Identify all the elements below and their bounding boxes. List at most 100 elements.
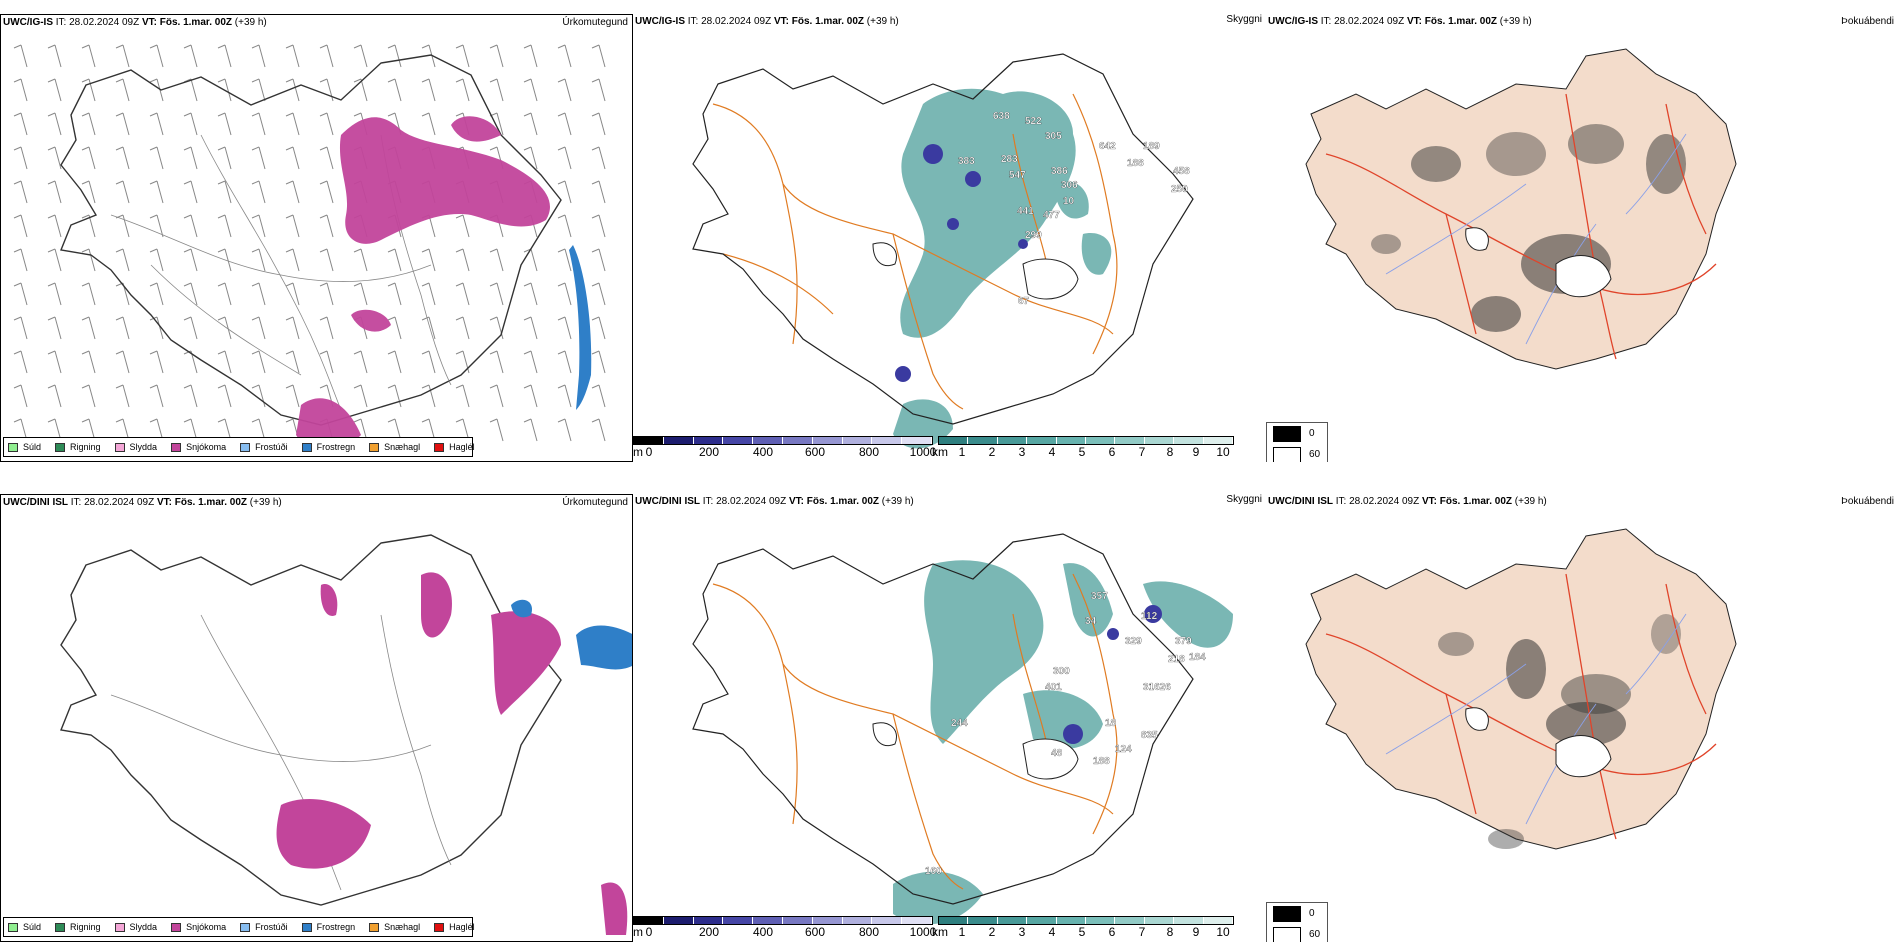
- wind-barb: [285, 180, 300, 204]
- cloud-label: 48: [1051, 748, 1063, 759]
- cloud-label: 124: [1115, 744, 1132, 755]
- panel-header: UWC/DINI ISL IT: 28.02.2024 09Z VT: Fös.…: [1268, 496, 1547, 507]
- wind-barb: [523, 146, 538, 170]
- wind-barb: [285, 350, 300, 374]
- wind-barb: [421, 350, 436, 374]
- wind-barb: [319, 112, 334, 136]
- legend-item: Snjókoma: [171, 922, 226, 932]
- wind-barb: [81, 112, 96, 136]
- glacier-outline: [872, 722, 897, 747]
- wind-barb: [149, 44, 164, 68]
- visibility-tick: 5: [1078, 445, 1086, 459]
- visibility-tick: 9: [1192, 445, 1200, 459]
- wind-barb: [47, 282, 62, 306]
- wind-barb: [115, 214, 130, 238]
- wind-barb: [387, 44, 402, 68]
- wind-barb: [557, 146, 572, 170]
- wind-barb: [251, 146, 266, 170]
- init-time: 28.02.2024 09Z: [84, 497, 155, 508]
- wind-barb: [591, 112, 606, 136]
- glacier-outline: [1022, 258, 1079, 300]
- wind-barb: [489, 350, 504, 374]
- visibility-tick: 4: [1048, 445, 1056, 459]
- wind-barb: [217, 180, 232, 204]
- cloudbase-colorbar: m 0 200 400 600 800 1000: [633, 916, 936, 942]
- wind-barb: [387, 384, 402, 408]
- wind-barb: [489, 316, 504, 340]
- wind-barb: [217, 146, 232, 170]
- cloudbase-tick: 1000: [909, 445, 937, 459]
- wind-barb: [13, 180, 28, 204]
- wind-barb: [251, 44, 266, 68]
- cloud-label: 401: [1045, 682, 1062, 693]
- precip-type-panel-row1: UWC/IG-IS IT: 28.02.2024 09Z VT: Fös. 1.…: [0, 14, 633, 462]
- wind-barb: [489, 78, 504, 102]
- wind-barb: [455, 248, 470, 272]
- wind-barb: [285, 146, 300, 170]
- cloud-label: 160: [925, 866, 942, 877]
- legend-item: Frostúði: [240, 922, 288, 932]
- wind-barb: [183, 214, 198, 238]
- wind-barb: [47, 214, 62, 238]
- panel-title: Þokuábendi: [1841, 16, 1894, 27]
- wind-barb: [489, 418, 504, 442]
- snow-area: [276, 572, 628, 935]
- wind-barb: [319, 44, 334, 68]
- visibility-tick: 8: [1166, 445, 1174, 459]
- panel-header: UWC/DINI ISL IT: 28.02.2024 09Z VT: Fös.…: [635, 496, 914, 507]
- wind-barb: [149, 350, 164, 374]
- wind-barb: [47, 248, 62, 272]
- legend-item: Frostregn: [301, 442, 355, 452]
- cloud-label: 379: [1175, 636, 1192, 647]
- wind-barb: [81, 350, 96, 374]
- wind-barb: [421, 316, 436, 340]
- wind-barb: [47, 44, 62, 68]
- visibility-tick: 10: [1216, 445, 1230, 459]
- wind-barb: [353, 350, 368, 374]
- wind-barb: [591, 180, 606, 204]
- wind-barb: [591, 248, 606, 272]
- cloud-label: 189: [1143, 141, 1160, 152]
- wind-barb: [47, 180, 62, 204]
- wind-barb: [557, 316, 572, 340]
- glacier-outline: [1465, 707, 1612, 778]
- wind-barb: [217, 282, 232, 306]
- wind-barb: [81, 146, 96, 170]
- wind-barb: [591, 214, 606, 238]
- fog-legend: 0 60: [1266, 902, 1328, 942]
- cloud-label: 300: [1053, 666, 1070, 677]
- wind-barb: [183, 384, 198, 408]
- cloudbase-tick: 600: [804, 445, 826, 459]
- wind-barb: [149, 384, 164, 408]
- wind-barb: [251, 112, 266, 136]
- visibility-panel-row1: UWC/IG-IS IT: 28.02.2024 09Z VT: Fös. 1.…: [633, 14, 1266, 462]
- legend-item: Frostregn: [301, 922, 355, 932]
- wind-barb: [421, 78, 436, 102]
- cloudbase-tick: 400: [752, 445, 774, 459]
- wind-barb: [13, 146, 28, 170]
- wind-barb: [591, 78, 606, 102]
- wind-barb: [217, 248, 232, 272]
- wind-barb: [149, 248, 164, 272]
- wind-barb: [183, 350, 198, 374]
- cloud-label: 244: [951, 718, 968, 729]
- wind-barb: [319, 248, 334, 272]
- fog-shading: [1438, 614, 1681, 849]
- wind-barb: [421, 384, 436, 408]
- wind-barb: [115, 384, 130, 408]
- visibility-colorbar: km 1 2 3 4 5 6 7 8 9 10: [932, 916, 1238, 942]
- wind-barb: [319, 350, 334, 374]
- cloud-label: 218: [1168, 654, 1185, 665]
- iceland-outline: [60, 534, 562, 906]
- wind-barb: [285, 112, 300, 136]
- wind-barb: [421, 112, 436, 136]
- freezing-rain-area: [511, 599, 632, 670]
- wind-barb: [13, 214, 28, 238]
- fog-panel-row1: UWC/IG-IS IT: 28.02.2024 09Z VT: Fös. 1.…: [1266, 14, 1900, 462]
- wind-barb: [557, 384, 572, 408]
- wind-barb: [115, 350, 130, 374]
- cloudbase-colorbar: m 0 200 400 600 800 1000: [633, 436, 936, 462]
- cloud-label: 184: [1189, 652, 1206, 663]
- legend-item: Snjókoma: [171, 442, 226, 452]
- cloud-label: 188: [1127, 158, 1144, 169]
